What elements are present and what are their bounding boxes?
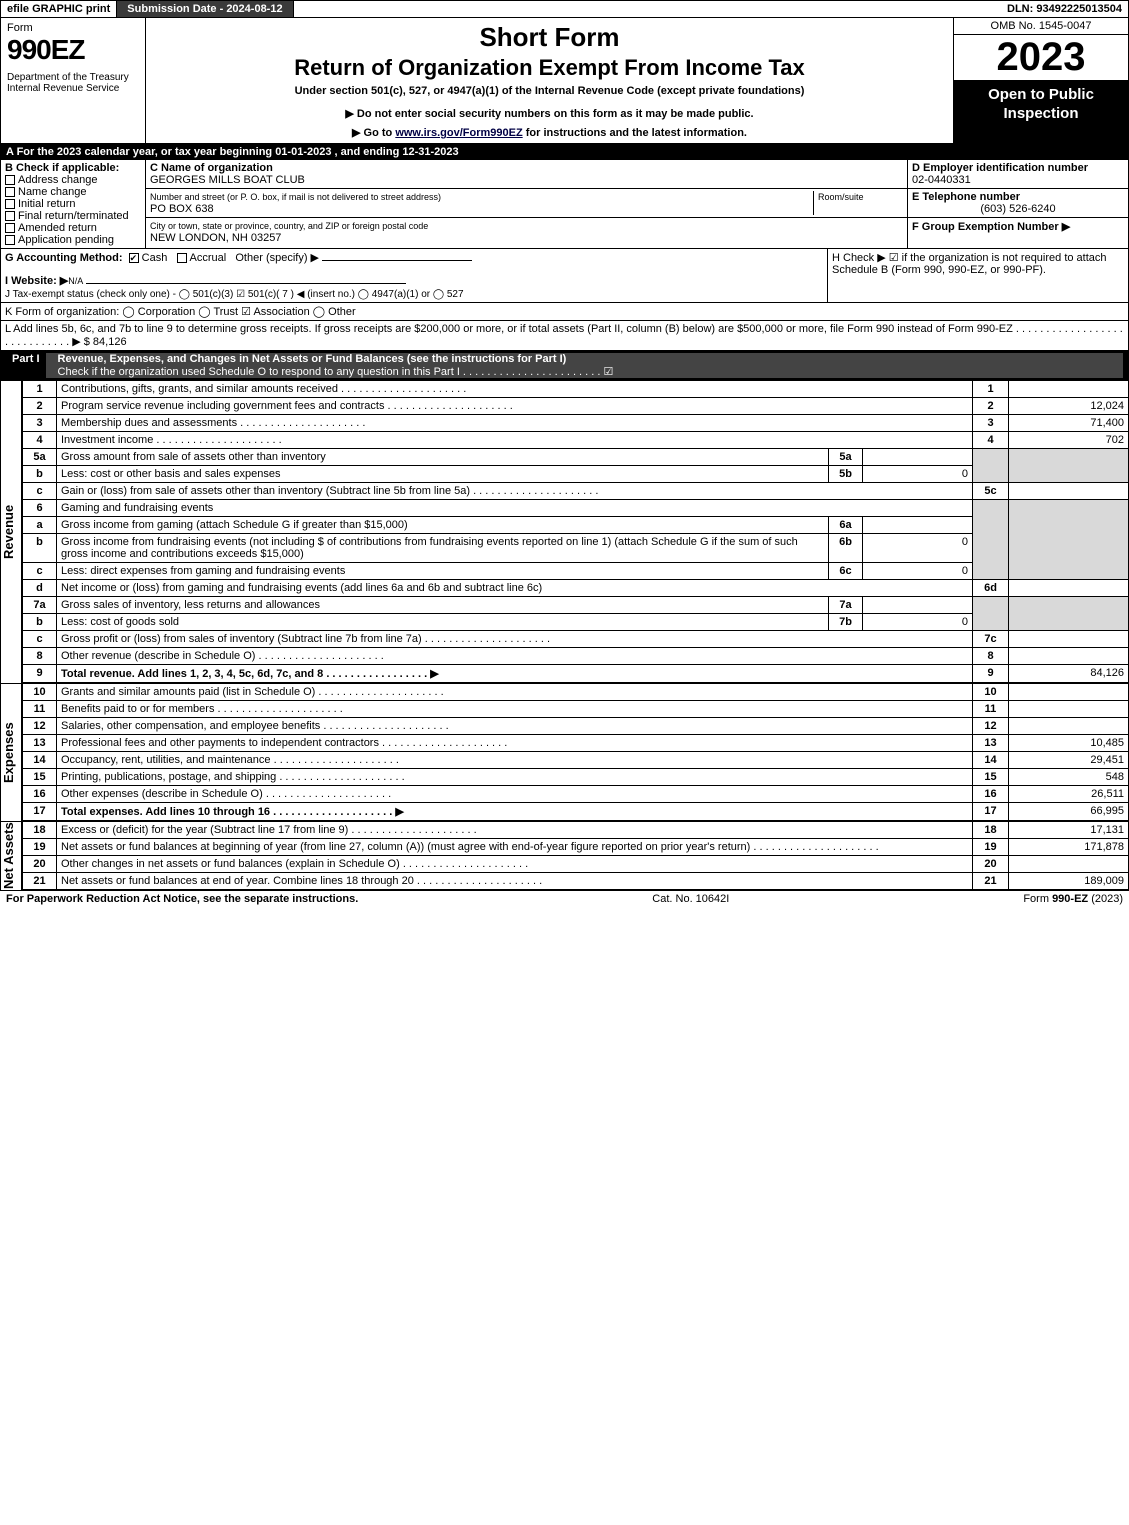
section-a-bar: A For the 2023 calendar year, or tax yea… bbox=[0, 144, 1129, 160]
page-footer: For Paperwork Reduction Act Notice, see … bbox=[0, 890, 1129, 907]
department-label: Department of the Treasury Internal Reve… bbox=[7, 72, 139, 94]
footer-left: For Paperwork Reduction Act Notice, see … bbox=[6, 893, 358, 905]
ssn-warning: ▶ Do not enter social security numbers o… bbox=[152, 107, 947, 120]
b-opt-1[interactable]: Name change bbox=[5, 186, 141, 198]
efile-print-button[interactable]: efile GRAPHIC print bbox=[1, 1, 117, 17]
form-number: 990EZ bbox=[7, 34, 139, 66]
k-line: K Form of organization: ◯ Corporation ◯ … bbox=[0, 303, 1129, 321]
omb-number: OMB No. 1545-0047 bbox=[954, 18, 1128, 35]
city-label: City or town, state or province, country… bbox=[150, 221, 428, 231]
f-label: F Group Exemption Number ▶ bbox=[912, 221, 1070, 233]
topbar: efile GRAPHIC print Submission Date - 20… bbox=[0, 0, 1129, 18]
street-value: PO BOX 638 bbox=[150, 203, 214, 215]
accrual-checkbox[interactable] bbox=[177, 253, 187, 263]
goto-post: for instructions and the latest informat… bbox=[523, 127, 747, 139]
e-label: E Telephone number bbox=[912, 191, 1020, 203]
part1-heading: Revenue, Expenses, and Changes in Net As… bbox=[58, 353, 567, 365]
tax-year: 2023 bbox=[954, 35, 1128, 80]
section-bcdef: B Check if applicable: Address change Na… bbox=[0, 160, 1129, 249]
footer-right: Form 990-EZ (2023) bbox=[1023, 893, 1123, 905]
open-to-public: Open to Public Inspection bbox=[954, 80, 1128, 143]
expenses-table: 10Grants and similar amounts paid (list … bbox=[22, 683, 1129, 821]
goto-pre: ▶ Go to bbox=[352, 127, 395, 139]
form-header: Form 990EZ Department of the Treasury In… bbox=[0, 18, 1129, 144]
b-opt-0[interactable]: Address change bbox=[5, 174, 141, 186]
part1-title: Part I bbox=[6, 353, 46, 378]
d-label: D Employer identification number bbox=[912, 162, 1088, 174]
g-line: G Accounting Method: Cash Accrual Other … bbox=[5, 251, 823, 264]
i-line: I Website: ▶N/A bbox=[5, 274, 823, 287]
footer-mid: Cat. No. 10642I bbox=[652, 893, 729, 905]
submission-date-button[interactable]: Submission Date - 2024-08-12 bbox=[117, 1, 293, 17]
b-opt-3[interactable]: Final return/terminated bbox=[5, 210, 141, 222]
ein-value: 02-0440331 bbox=[912, 174, 971, 186]
h-line: H Check ▶ ☑ if the organization is not r… bbox=[828, 249, 1128, 302]
b-opt-2[interactable]: Initial return bbox=[5, 198, 141, 210]
room-label: Room/suite bbox=[818, 192, 864, 202]
short-form-title: Short Form bbox=[152, 22, 947, 53]
netassets-table: 18Excess or (deficit) for the year (Subt… bbox=[22, 821, 1129, 890]
part1-check: Check if the organization used Schedule … bbox=[58, 366, 614, 378]
city-value: NEW LONDON, NH 03257 bbox=[150, 232, 281, 244]
netassets-vlabel: Net Assets bbox=[0, 821, 22, 890]
street-label: Number and street (or P. O. box, if mail… bbox=[150, 192, 441, 202]
j-line: J Tax-exempt status (check only one) - ◯… bbox=[5, 289, 823, 300]
revenue-vlabel: Revenue bbox=[0, 380, 22, 683]
l-line: L Add lines 5b, 6c, and 7b to line 9 to … bbox=[0, 321, 1129, 351]
part1-bar: Part I Revenue, Expenses, and Changes in… bbox=[0, 351, 1129, 380]
b-title: B Check if applicable: bbox=[5, 162, 141, 174]
section-gh: G Accounting Method: Cash Accrual Other … bbox=[0, 249, 1129, 303]
form-word: Form bbox=[7, 22, 139, 34]
org-name: GEORGES MILLS BOAT CLUB bbox=[150, 174, 305, 186]
b-opt-5[interactable]: Application pending bbox=[5, 234, 141, 246]
dln-label: DLN: 93492225013504 bbox=[1001, 1, 1128, 17]
b-opt-4[interactable]: Amended return bbox=[5, 222, 141, 234]
expenses-vlabel: Expenses bbox=[0, 683, 22, 821]
revenue-table: 1Contributions, gifts, grants, and simil… bbox=[22, 380, 1129, 683]
goto-line: ▶ Go to www.irs.gov/Form990EZ for instru… bbox=[152, 126, 947, 139]
return-title: Return of Organization Exempt From Incom… bbox=[152, 55, 947, 81]
c-label: C Name of organization bbox=[150, 162, 273, 174]
irs-link[interactable]: www.irs.gov/Form990EZ bbox=[395, 127, 522, 139]
phone-value: (603) 526-6240 bbox=[912, 203, 1124, 215]
under-section-text: Under section 501(c), 527, or 4947(a)(1)… bbox=[152, 85, 947, 97]
cash-checkbox[interactable] bbox=[129, 253, 139, 263]
